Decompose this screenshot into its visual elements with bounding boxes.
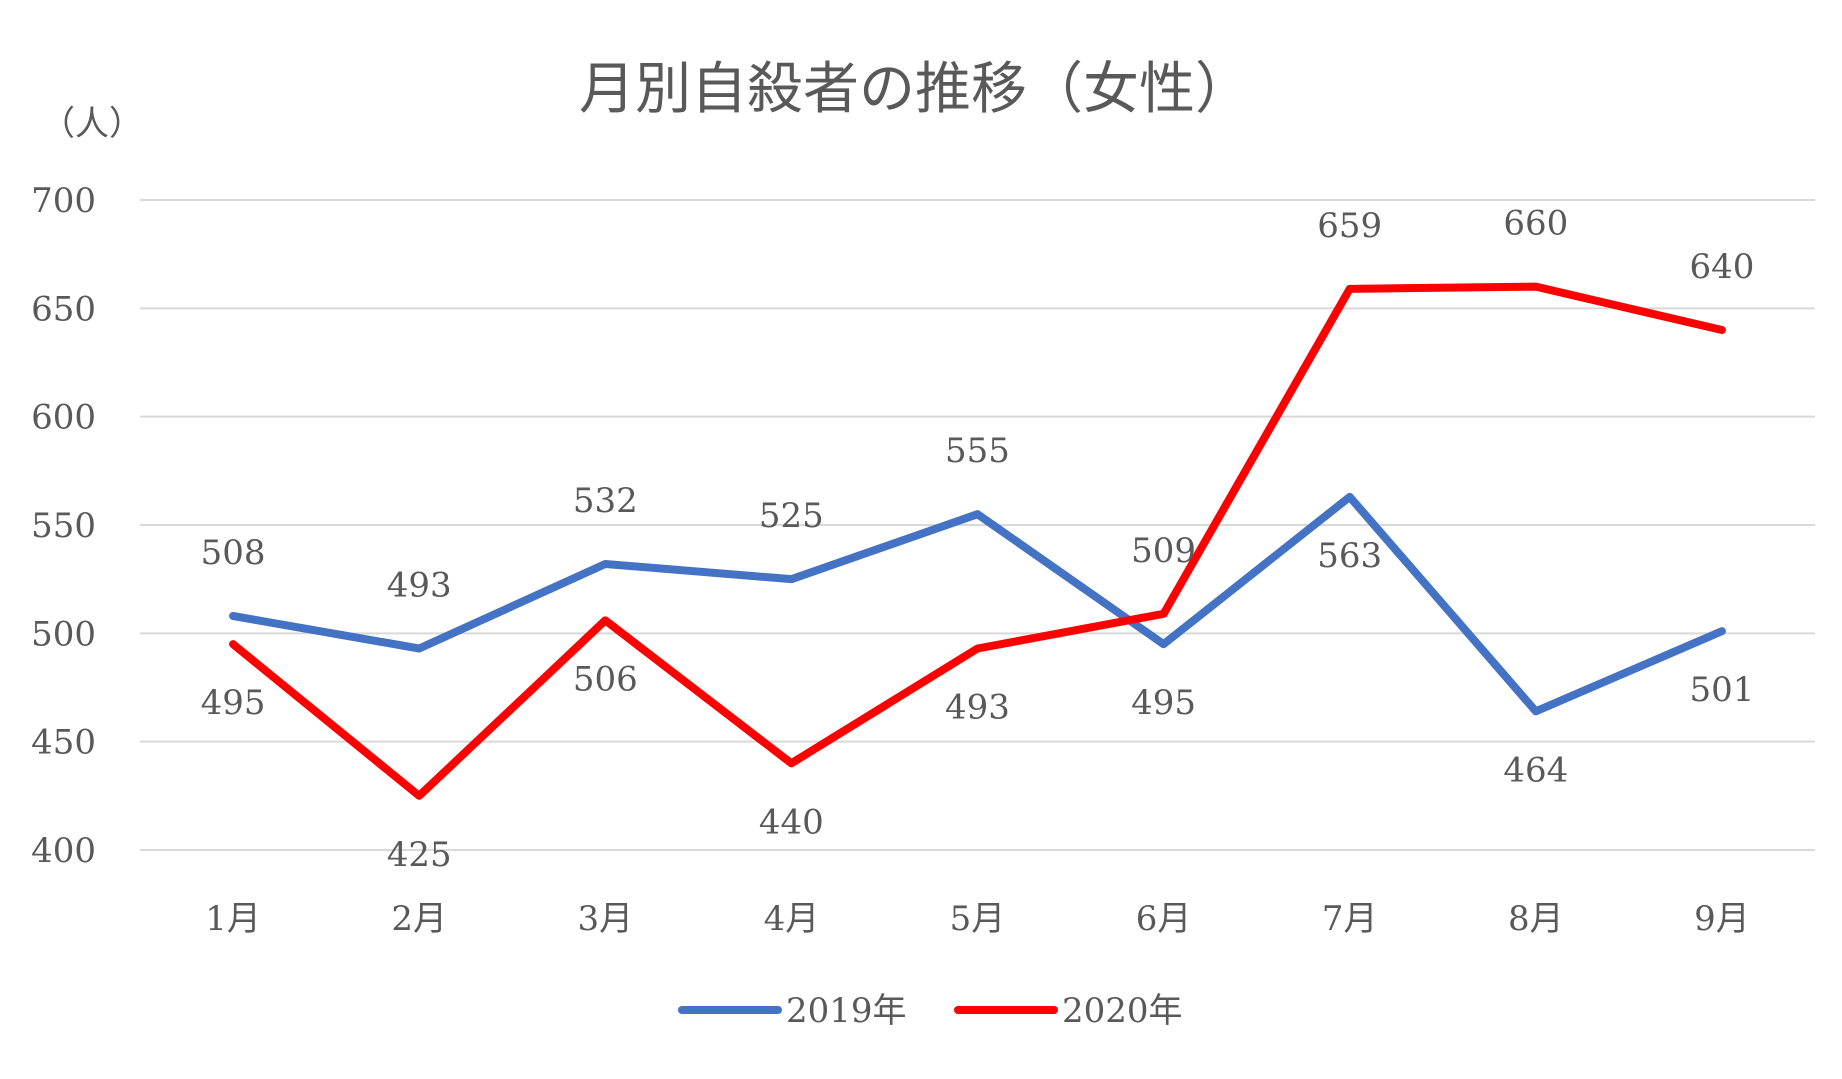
series-line-0 [229,492,1726,716]
data-label: 495 [1131,683,1196,723]
x-tick-label: 5月 [950,899,1006,939]
x-tick-label: 8月 [1508,899,1564,939]
data-label: 495 [201,683,266,723]
y-tick-label: 450 [31,723,96,763]
x-tick-label: 6月 [1136,899,1192,939]
y-tick-label: 600 [31,398,96,438]
data-label: 508 [201,533,266,573]
data-label: 464 [1503,750,1568,790]
data-label: 532 [573,481,638,521]
data-labels: 508 493 532 525 555 495 563 464 501 495 425 506 440 4… [201,204,1755,875]
data-label: 660 [1503,204,1568,244]
x-tick-label: 2月 [391,899,447,939]
y-tick-label: 400 [31,831,96,871]
data-label: 493 [945,688,1010,728]
x-tick-label: 9月 [1694,899,1750,939]
chart-title: 月別自殺者の推移（女性） [579,57,1251,122]
data-label: 506 [573,659,638,699]
y-axis-ticks: 400 450 500 550 600 650 700 [31,181,96,871]
legend-label: 2019年 [786,991,907,1031]
data-label: 425 [387,835,452,875]
series-line-1 [229,282,1726,800]
x-tick-label: 1月 [205,899,261,939]
gridlines [140,199,1815,851]
y-tick-label: 500 [31,614,96,654]
data-label: 640 [1689,247,1754,287]
series-lines [229,282,1726,800]
data-label: 563 [1317,536,1382,576]
y-axis-unit-label: （人） [41,104,143,144]
data-label: 509 [1131,531,1196,571]
legend-label: 2020年 [1062,991,1183,1031]
x-tick-label: 3月 [577,899,633,939]
x-tick-label: 7月 [1322,899,1378,939]
legend: 2019年 2020年 [678,991,1183,1031]
data-label: 501 [1689,670,1754,710]
data-label: 525 [759,496,824,536]
data-label: 555 [945,431,1010,471]
data-label: 493 [387,566,452,606]
data-label: 440 [759,802,824,842]
y-tick-label: 550 [31,506,96,546]
y-tick-label: 650 [31,289,96,329]
data-label: 659 [1317,206,1382,246]
x-tick-label: 4月 [764,899,820,939]
y-tick-label: 700 [31,181,96,221]
x-axis-ticks: 1月 2月 3月 4月 5月 6月 7月 8月 9月 [205,899,1750,939]
